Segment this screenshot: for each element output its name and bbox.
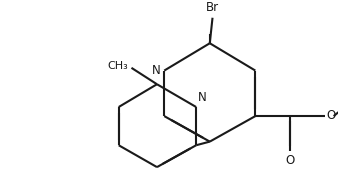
Text: N: N — [152, 64, 161, 77]
Text: N: N — [198, 91, 207, 104]
Text: O: O — [285, 154, 295, 167]
Text: Br: Br — [206, 1, 219, 14]
Text: CH₃: CH₃ — [107, 61, 128, 71]
Text: O: O — [326, 109, 336, 122]
